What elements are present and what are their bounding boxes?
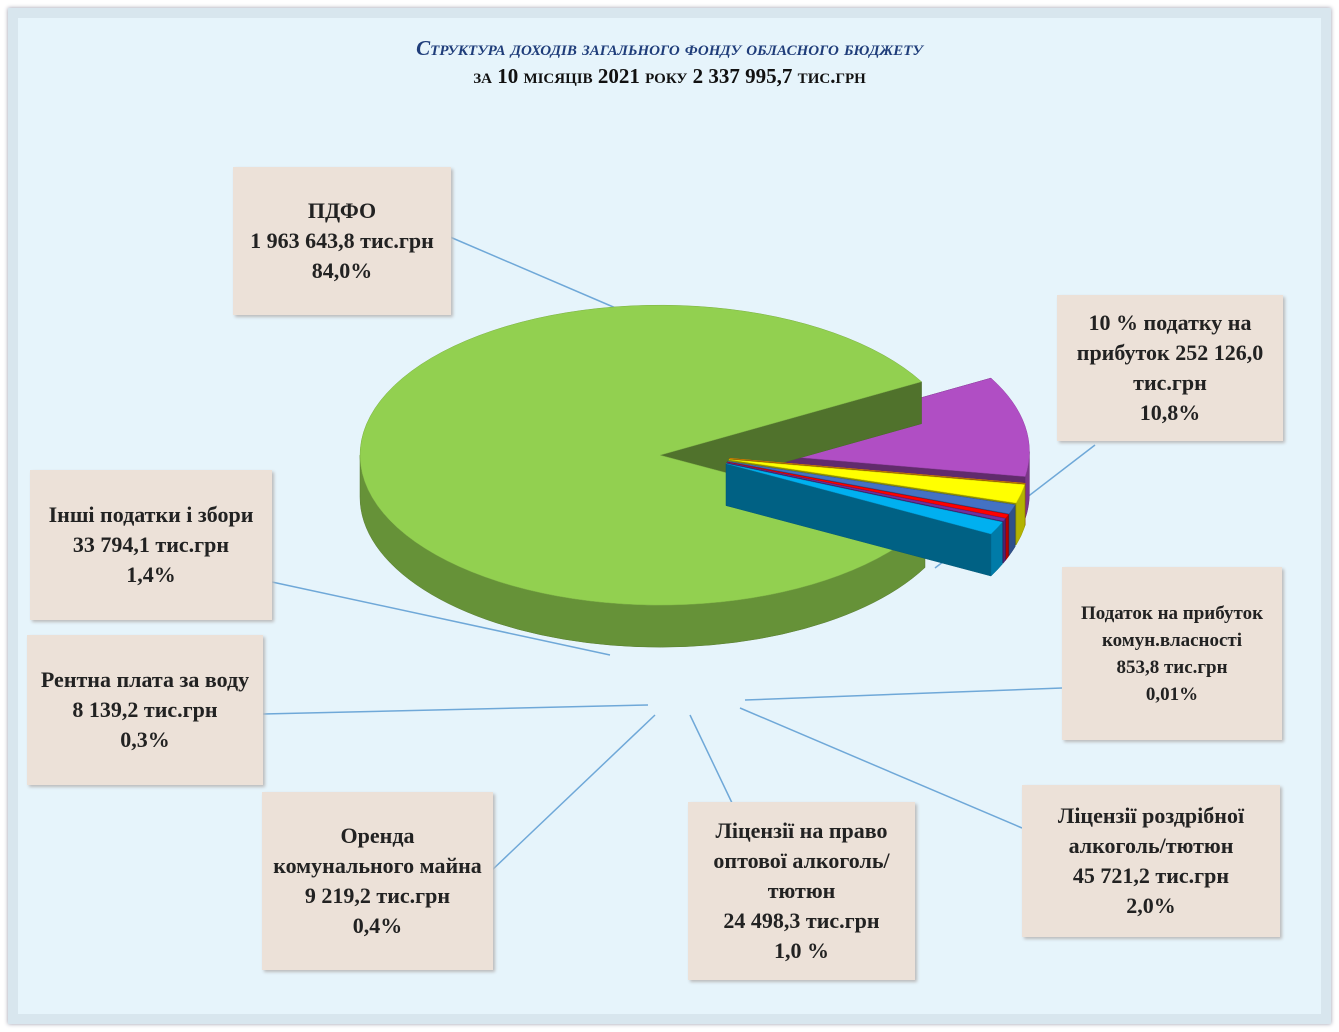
slice-top — [359, 304, 926, 606]
amount-label: 24 498,3 тис.грн — [723, 908, 880, 933]
category-label: Ліцензії на право оптової алкоголь/тютюн — [713, 818, 890, 903]
pie — [359, 304, 1030, 648]
slice-wall — [1002, 517, 1006, 564]
data-label-box: Оренда комунального майна 9 219,2 тис.грн… — [262, 792, 493, 970]
slice-top — [726, 463, 1003, 535]
leader-line — [449, 236, 626, 313]
data-label-box: Ліцензії роздрібної алкоголь/тютюн 45 721… — [1022, 785, 1280, 937]
label-text: Оренда комунального майна 9 219,2 тис.грн… — [272, 821, 483, 941]
category-label: ПДФО — [307, 198, 377, 223]
leader-line — [489, 714, 656, 873]
value-label: 1,4% — [126, 562, 176, 587]
category-label: Оренда комунального майна — [273, 823, 482, 878]
leader-lines — [262, 236, 1096, 873]
label-text: Податок на прибуток комун.власності 853,8… — [1072, 600, 1272, 708]
data-label-box: Рентна плата за воду 8 139,2 тис.грн 0,3% — [27, 635, 263, 785]
slice-top — [729, 458, 1026, 484]
amount-label: 853,8 тис.грн — [1116, 656, 1228, 678]
value-label: 0,3% — [120, 727, 170, 752]
amount-label: 8 139,2 тис.грн — [72, 697, 218, 722]
category-label: Ліцензії роздрібної алкоголь/тютюн — [1057, 803, 1245, 858]
chart-title: Структура доходів загального фонду облас… — [416, 36, 923, 60]
slice-top — [727, 461, 1009, 519]
label-text: Інші податки і збори 33 794,1 тис.грн 1,4% — [49, 500, 254, 590]
leader-line — [262, 704, 649, 715]
value-label: 0,01% — [1145, 683, 1199, 705]
value-label: 10,8% — [1139, 400, 1201, 425]
amount-label: 252 126,0 тис.грн — [1133, 340, 1264, 395]
data-label-box: ПДФО 1 963 643,8 тис.грн 84,0% — [233, 167, 451, 315]
chart-subtitle: за 10 місяців 2021 року 2 337 995,7 тис.… — [473, 64, 866, 88]
leader-line — [271, 581, 611, 656]
slice-top — [727, 461, 1016, 515]
category-label: Рентна плата за воду — [40, 667, 250, 692]
amount-label: 33 794,1 тис.грн — [72, 532, 230, 557]
label-text: ПДФО 1 963 643,8 тис.грн 84,0% — [250, 196, 434, 286]
label-text: Рентна плата за воду 8 139,2 тис.грн 0,3% — [41, 665, 249, 755]
slice-top — [726, 462, 1006, 522]
label-text: Ліцензії на право оптової алкоголь/тютюн… — [698, 816, 905, 966]
slice-top — [728, 459, 1026, 504]
value-label: 1,0 % — [774, 938, 829, 963]
leader-line — [689, 714, 734, 806]
label-text: Ліцензії роздрібної алкоголь/тютюн 45 721… — [1032, 801, 1270, 921]
category-label: Інші податки і збори — [48, 502, 254, 527]
category-label: 10 % податку на прибуток — [1076, 310, 1252, 365]
amount-label: 1 963 643,8 тис.грн — [250, 228, 434, 253]
data-label-box: 10 % податку на прибуток 252 126,0 тис.г… — [1057, 295, 1283, 441]
amount-label: 9 219,2 тис.грн — [304, 883, 451, 908]
data-label-box: Податок на прибуток комун.власності 853,8… — [1062, 567, 1282, 740]
leader-line — [739, 707, 1023, 829]
slice-wall — [1005, 513, 1009, 561]
leader-line — [744, 687, 1063, 701]
value-label: 84,0% — [311, 258, 373, 283]
data-label-box: Інші податки і збори 33 794,1 тис.грн 1,4% — [30, 470, 272, 620]
data-label-box: Ліцензії на право оптової алкоголь/тютюн… — [688, 802, 915, 980]
value-label: 0,4% — [352, 913, 403, 938]
category-label: Податок на прибуток комун.власності — [1080, 602, 1264, 651]
slice — [725, 463, 1003, 577]
label-text: 10 % податку на прибуток 252 126,0 тис.г… — [1067, 308, 1273, 428]
amount-label: 45 721,2 тис.грн — [1072, 863, 1230, 888]
value-label: 2,0% — [1126, 893, 1176, 918]
